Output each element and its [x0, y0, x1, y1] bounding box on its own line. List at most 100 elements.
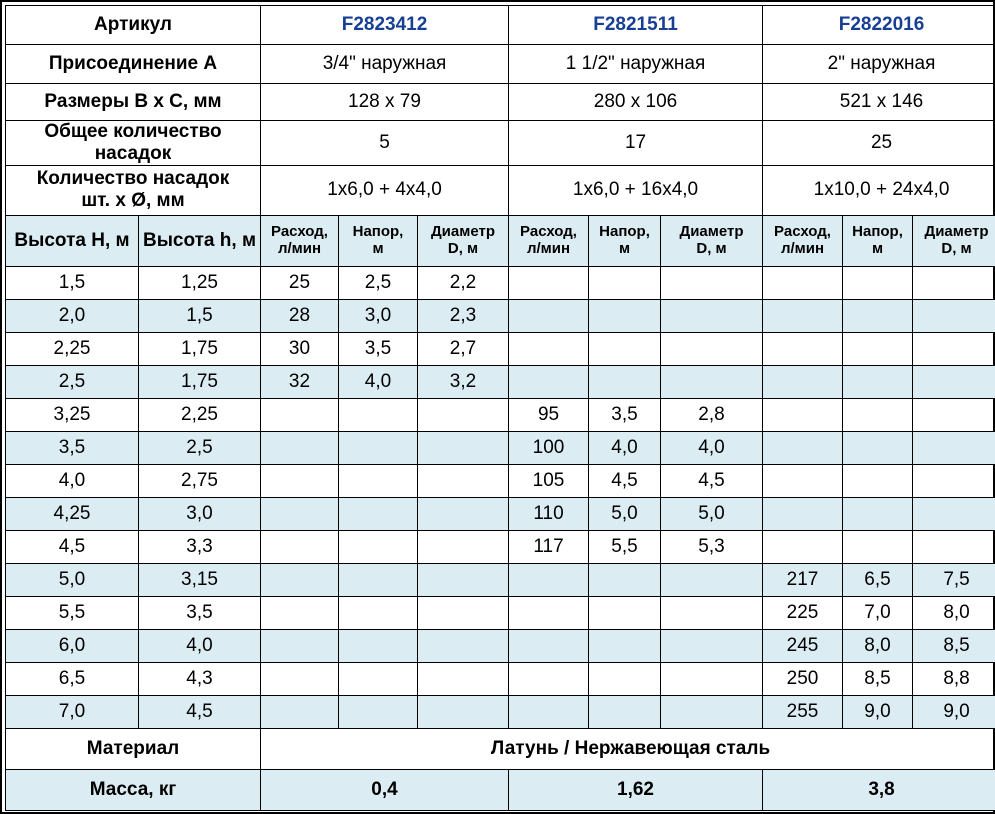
- height-H-cell: 5,0: [5, 562, 139, 597]
- header-flow: Расход, л/мин: [508, 214, 590, 267]
- data-cell: [762, 397, 844, 432]
- height-h-cell: 3,0: [138, 496, 261, 531]
- data-cell: 30: [260, 331, 339, 366]
- data-cell: 8,5: [912, 628, 995, 663]
- data-cell: 8,8: [912, 661, 995, 696]
- data-cell: 5,3: [660, 529, 764, 564]
- data-cell: 4,0: [660, 430, 764, 465]
- nozzle-count-row: Общее количество насадок 5 17 25: [5, 120, 995, 166]
- data-cell: 5,5: [588, 529, 662, 564]
- data-cell: 25: [260, 265, 339, 300]
- header-head: Напор, м: [338, 214, 418, 267]
- data-cell: 100: [508, 430, 590, 465]
- data-cell: 217: [762, 562, 844, 597]
- data-cell: 2,8: [660, 397, 764, 432]
- data-cell: [416, 694, 510, 729]
- header-flow: Расход, л/мин: [762, 214, 844, 267]
- mass-label-cell: Масса, кг: [5, 768, 261, 811]
- height-h-cell: 4,0: [138, 628, 261, 663]
- height-H-cell: 2,0: [5, 298, 139, 333]
- spec-label-cell: Общее количество насадок: [5, 120, 261, 166]
- data-row: 2,5 1,75 32 4,0 3,2: [5, 364, 995, 399]
- spec-value-cell: 17: [508, 120, 764, 166]
- data-cell: [260, 562, 339, 597]
- data-cell: 8,5: [842, 661, 914, 696]
- data-cell: [660, 562, 764, 597]
- data-cell: [912, 298, 995, 333]
- spec-label-cell: Размеры В х С, мм: [5, 83, 261, 121]
- data-cell: 250: [762, 661, 844, 696]
- data-cell: [508, 298, 590, 333]
- data-cell: [260, 595, 339, 630]
- data-cell: [912, 265, 995, 300]
- data-cell: [416, 595, 510, 630]
- data-cell: [508, 595, 590, 630]
- data-cell: [260, 694, 339, 729]
- spec-value-cell: 1 1/2" наружная: [508, 44, 764, 84]
- spec-label-cell: Количество насадок шт. х Ø, мм: [5, 164, 261, 216]
- spec-value-cell: 25: [762, 120, 995, 166]
- data-cell: [338, 562, 418, 597]
- data-cell: [660, 364, 764, 399]
- height-H-cell: 5,5: [5, 595, 139, 630]
- data-cell: [588, 298, 662, 333]
- data-cell: 6,5: [842, 562, 914, 597]
- data-cell: [508, 694, 590, 729]
- height-h-cell: 3,15: [138, 562, 261, 597]
- header-height-h: Высота h, м: [138, 214, 261, 267]
- data-cell: [416, 463, 510, 498]
- data-cell: [260, 496, 339, 531]
- spec-value-cell: 128 х 79: [259, 83, 510, 121]
- data-cell: [842, 364, 914, 399]
- header-head: Напор, м: [588, 214, 662, 267]
- data-cell: [260, 463, 339, 498]
- data-cell: 8,0: [912, 595, 995, 630]
- footer-section: Материал Латунь / Нержавеющая сталь Масс…: [5, 727, 995, 811]
- height-h-cell: 2,25: [138, 397, 261, 432]
- data-cell: [338, 463, 418, 498]
- header-diameter: Диаметр D, м: [912, 214, 995, 267]
- header-head: Напор, м: [842, 214, 914, 267]
- spec-value-cell: 1х6,0 + 16х4,0: [508, 164, 764, 216]
- data-row: 4,25 3,0 110 5,0 5,0: [5, 496, 995, 531]
- height-h-cell: 1,25: [138, 265, 261, 300]
- data-cell: [762, 265, 844, 300]
- data-cell: [762, 529, 844, 564]
- header-diameter: Диаметр D, м: [660, 214, 764, 267]
- spec-section: Артикул F2823412 F2821511 F2822016 Присо…: [5, 5, 995, 216]
- article-row: Артикул F2823412 F2821511 F2822016: [5, 5, 995, 45]
- mass-row: Масса, кг 0,4 1,62 3,8: [5, 768, 995, 811]
- data-cell: 110: [508, 496, 590, 531]
- data-cell: [660, 298, 764, 333]
- data-cell: [260, 628, 339, 663]
- data-cell: 3,5: [588, 397, 662, 432]
- height-h-cell: 4,5: [138, 694, 261, 729]
- spec-value-cell: 5: [259, 120, 510, 166]
- data-cell: 4,0: [588, 430, 662, 465]
- data-cell: [762, 430, 844, 465]
- data-cell: [260, 661, 339, 696]
- data-cell: [842, 265, 914, 300]
- data-cell: [338, 397, 418, 432]
- data-cell: [842, 430, 914, 465]
- height-h-cell: 2,75: [138, 463, 261, 498]
- data-cell: 3,5: [338, 331, 418, 366]
- header-diameter: Диаметр D, м: [416, 214, 510, 267]
- data-cell: [588, 595, 662, 630]
- data-cell: [508, 661, 590, 696]
- spec-value-cell: 2" наружная: [762, 44, 995, 84]
- material-label-cell: Материал: [5, 727, 261, 770]
- data-cell: 3,0: [338, 298, 418, 333]
- height-H-cell: 4,25: [5, 496, 139, 531]
- data-cell: 4,5: [660, 463, 764, 498]
- data-row: 5,5 3,5 225 7,0 8,0: [5, 595, 995, 630]
- data-cell: [842, 298, 914, 333]
- data-cell: 95: [508, 397, 590, 432]
- data-cell: [912, 397, 995, 432]
- data-cell: 245: [762, 628, 844, 663]
- header-flow: Расход, л/мин: [260, 214, 339, 267]
- header-height-H: Высота Н, м: [5, 214, 139, 267]
- data-cell: 9,0: [912, 694, 995, 729]
- data-cell: [416, 496, 510, 531]
